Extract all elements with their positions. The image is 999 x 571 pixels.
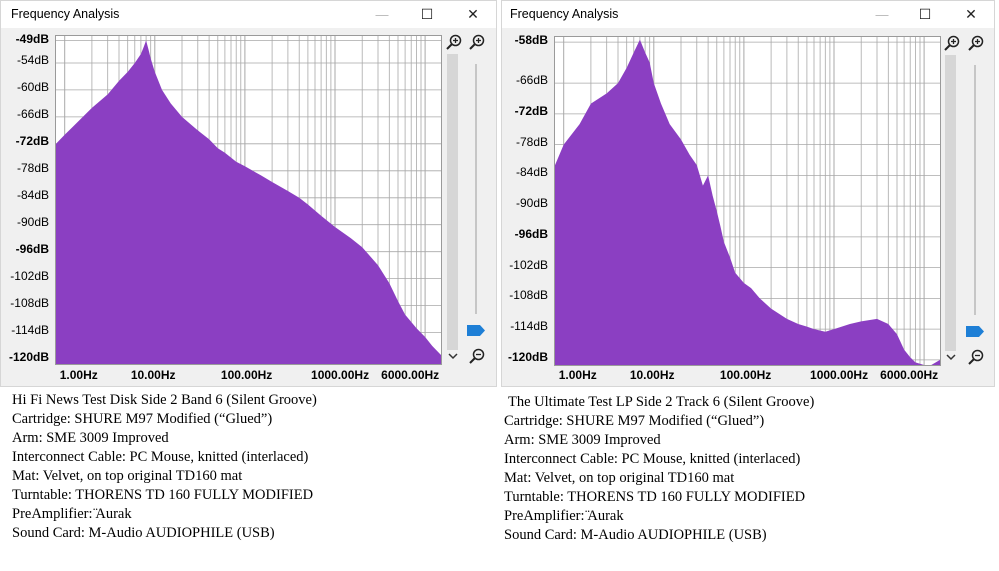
caption-line: PreAmplifier: ̈Aurak [504, 508, 624, 524]
range-sidebar [966, 35, 988, 365]
close-button[interactable]: ✕ [965, 5, 977, 22]
x-tick-label: 1000.00Hz [810, 368, 869, 382]
spectrum-chart [555, 37, 940, 365]
zoom-in-icon[interactable] [446, 34, 462, 50]
spectrum-plot [55, 35, 442, 365]
x-tick-label: 6000.00Hz [880, 368, 939, 382]
x-tick-label: 100.00Hz [220, 368, 273, 382]
spectrum-chart [56, 36, 441, 364]
zoom-in-icon[interactable] [944, 35, 960, 51]
x-tick-label: 1000.00Hz [311, 368, 370, 382]
range-slider-thumb[interactable] [467, 325, 485, 336]
zoom-in-icon[interactable] [469, 34, 485, 50]
minimize-button[interactable]: — [375, 6, 389, 22]
y-tick-label: -60dB [16, 79, 49, 94]
caption-block-right: The Ultimate Test LP Side 2 Track 6 (Sil… [504, 393, 814, 545]
y-tick-label: -96dB [15, 241, 49, 256]
maximize-button[interactable]: ☐ [420, 5, 434, 22]
caption-line: Arm: SME 3009 Improved [12, 430, 169, 446]
zoom-out-icon[interactable] [968, 349, 984, 365]
zoom-in-icon[interactable] [968, 35, 984, 51]
caption-line: PreAmplifier: ̈Aurak [12, 506, 132, 522]
frequency-analysis-window-2: Frequency Analysis — ☐ ✕ [501, 0, 995, 387]
x-tick-label: 1.00Hz [59, 368, 98, 382]
vertical-scrollbar[interactable] [945, 55, 956, 351]
y-tick-label: -84dB [515, 165, 548, 180]
y-tick-label: -120dB [507, 349, 548, 364]
spectrum-area [56, 40, 441, 364]
caption-line: Turntable: THORENS TD 160 FULLY MODIFIED [12, 487, 314, 503]
y-tick-label: -90dB [515, 196, 548, 211]
range-slider-track [974, 65, 976, 315]
chevron-down-icon[interactable] [944, 352, 958, 362]
caption-line: Cartridge: SHURE M97 Modified (“Glued”) [504, 413, 765, 429]
range-slider-track [475, 64, 477, 314]
y-tick-label: -108dB [10, 295, 49, 310]
caption-line: Turntable: THORENS TD 160 FULLY MODIFIED [504, 489, 806, 505]
y-tick-label: -66dB [515, 73, 548, 88]
y-tick-label: -54dB [16, 52, 49, 67]
chevron-down-icon[interactable] [446, 351, 460, 361]
range-slider-thumb[interactable] [966, 326, 984, 337]
title-bar: Frequency Analysis — ☐ ✕ [1, 1, 496, 28]
y-tick-label: -49dB [15, 32, 49, 46]
zoom-sidebar [942, 35, 964, 365]
spectrum-plot [554, 36, 941, 366]
frequency-analysis-window-1: Frequency Analysis — ☐ ✕ [0, 0, 497, 387]
window-title: Frequency Analysis [11, 7, 120, 21]
caption-title: The Ultimate Test LP Side 2 Track 6 (Sil… [508, 394, 815, 410]
caption-line: Mat: Velvet, on top original TD160 mat [12, 468, 243, 484]
y-tick-label: -102dB [509, 257, 548, 272]
caption-line: Arm: SME 3009 Improved [504, 432, 661, 448]
zoom-sidebar [444, 34, 466, 364]
close-button[interactable]: ✕ [467, 5, 479, 22]
y-tick-label: -72dB [15, 133, 49, 148]
vertical-scrollbar[interactable] [447, 54, 458, 350]
caption-line: Mat: Velvet, on top original TD160 mat [504, 470, 735, 486]
maximize-button[interactable]: ☐ [918, 5, 932, 22]
x-tick-label: 10.00Hz [629, 368, 675, 382]
y-tick-label: -108dB [509, 288, 548, 303]
x-tick-label: 1.00Hz [558, 368, 597, 382]
x-tick-label: 10.00Hz [130, 368, 176, 382]
caption-line: Sound Card: M-Audio AUDIOPHILE (USB) [12, 525, 275, 541]
x-tick-label: 6000.00Hz [381, 368, 440, 382]
title-bar: Frequency Analysis — ☐ ✕ [502, 1, 994, 28]
caption-title: Hi Fi News Test Disk Side 2 Band 6 (Sile… [12, 392, 317, 408]
caption-line: Cartridge: SHURE M97 Modified (“Glued”) [12, 411, 273, 427]
x-tick-label: 100.00Hz [719, 368, 772, 382]
y-tick-label: -78dB [515, 134, 548, 149]
window-title: Frequency Analysis [510, 7, 619, 21]
minimize-button[interactable]: — [875, 6, 889, 22]
caption-line: Sound Card: M-Audio AUDIOPHILE (USB) [504, 527, 767, 543]
y-tick-label: -114dB [510, 319, 548, 334]
y-tick-label: -72dB [514, 103, 548, 118]
y-tick-label: -78dB [16, 160, 49, 175]
y-tick-label: -114dB [11, 322, 49, 337]
y-tick-label: -58dB [514, 33, 548, 47]
zoom-out-icon[interactable] [469, 348, 485, 364]
y-tick-label: -66dB [16, 106, 49, 121]
y-tick-label: -120dB [8, 349, 49, 364]
y-tick-label: -90dB [16, 214, 49, 229]
range-sidebar [467, 34, 489, 364]
y-tick-label: -84dB [16, 187, 49, 202]
y-tick-label: -96dB [514, 226, 548, 241]
caption-line: Interconnect Cable: PC Mouse, knitted (i… [504, 451, 801, 467]
y-tick-label: -102dB [10, 268, 49, 283]
spectrum-area [555, 39, 940, 365]
caption-line: Interconnect Cable: PC Mouse, knitted (i… [12, 449, 309, 465]
caption-block-left: Hi Fi News Test Disk Side 2 Band 6 (Sile… [12, 391, 317, 543]
